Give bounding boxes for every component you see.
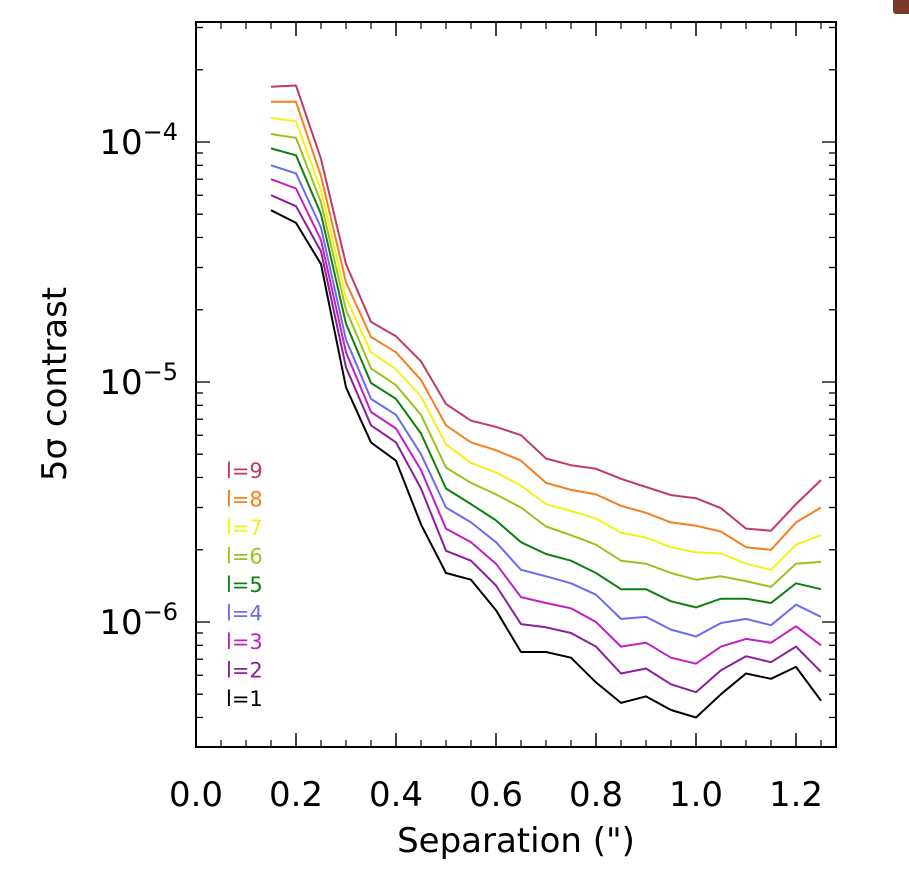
legend-entry-l-8: l=8 (226, 488, 263, 512)
y-tick-labels: 10−4 10−5 10−6 (99, 118, 178, 643)
series-line-l-4 (270, 164, 822, 638)
x-tick-label: 0.6 (469, 775, 523, 815)
y-tick-label: 10−5 (99, 358, 178, 403)
legend-entry-l-2: l=2 (226, 659, 263, 683)
legend-entry-l-3: l=3 (226, 630, 263, 654)
series-lines (270, 84, 822, 719)
x-tick-label: 0.0 (169, 775, 223, 815)
legend-entry-l-5: l=5 (226, 573, 263, 597)
x-tick-label: 1.0 (669, 775, 723, 815)
x-tick-labels: 0.0 0.2 0.4 0.6 0.8 1.0 1.2 (169, 775, 823, 815)
legend-entry-l-1: l=1 (226, 687, 263, 711)
x-axis-title: Separation (") (397, 821, 635, 861)
y-tick-label: 10−4 (99, 118, 178, 163)
series-line-l-6 (270, 133, 822, 588)
series-line-l-3 (270, 178, 822, 665)
series-line-l-2 (270, 194, 822, 694)
legend-entry-l-6: l=6 (226, 545, 263, 569)
x-tick-label: 0.4 (369, 775, 423, 815)
y-tick-label: 10−6 (99, 598, 178, 643)
y-axis-title: 5σ contrast (35, 287, 75, 481)
axis-ticks (195, 22, 836, 747)
legend: l=9 l=8 l=7 l=6 l=5 l=4 l=3 l=2 l=1 (226, 459, 263, 711)
corner-marker (893, 0, 909, 14)
series-line-l-7 (270, 116, 822, 571)
legend-entry-l-7: l=7 (226, 516, 263, 540)
x-tick-label: 1.2 (769, 775, 823, 815)
series-line-l-9 (270, 84, 822, 532)
plot-frame (195, 21, 837, 748)
series-line-l-1 (270, 209, 822, 719)
series-line-l-8 (271, 100, 822, 551)
x-tick-label: 0.8 (569, 775, 623, 815)
series-line-l-5 (270, 147, 822, 609)
legend-entry-l-9: l=9 (226, 459, 263, 483)
x-tick-label: 0.2 (269, 775, 323, 815)
legend-entry-l-4: l=4 (226, 602, 263, 626)
